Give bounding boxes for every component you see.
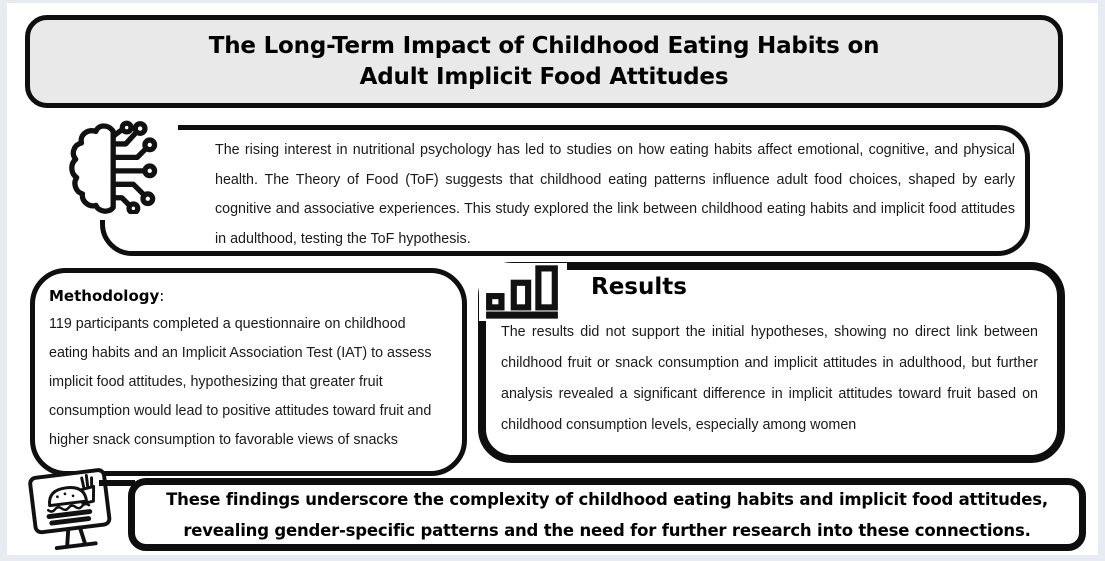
title-box: The Long-Term Impact of Childhood Eating…: [25, 15, 1063, 108]
conclusion-line-2: revealing gender-specific patterns and t…: [183, 520, 1031, 540]
methodology-text: 119 participants completed a questionnai…: [49, 316, 432, 448]
intro-box: [100, 125, 1030, 256]
bar-chart-icon: [479, 263, 567, 321]
methodology-heading: Methodology:: [49, 287, 165, 305]
page-title-line-1: The Long-Term Impact of Childhood Eating…: [208, 32, 880, 59]
methodology-box: Methodology: 119 participants completed …: [30, 268, 467, 476]
results-heading: Results: [591, 274, 687, 300]
intro-text: The rising interest in nutritional psych…: [215, 142, 1015, 247]
results-text: The results did not support the initial …: [501, 324, 1038, 433]
burger-monitor-icon: [16, 466, 124, 556]
page-title-line-2: Adult Implicit Food Attitudes: [359, 63, 729, 90]
conclusion-box: These findings underscore the complexity…: [128, 478, 1086, 551]
brain-circuit-icon: [58, 114, 178, 220]
results-box: [478, 262, 1065, 463]
conclusion-connector-line: [99, 480, 135, 486]
conclusion-line-1: These findings underscore the complexity…: [166, 489, 1048, 509]
